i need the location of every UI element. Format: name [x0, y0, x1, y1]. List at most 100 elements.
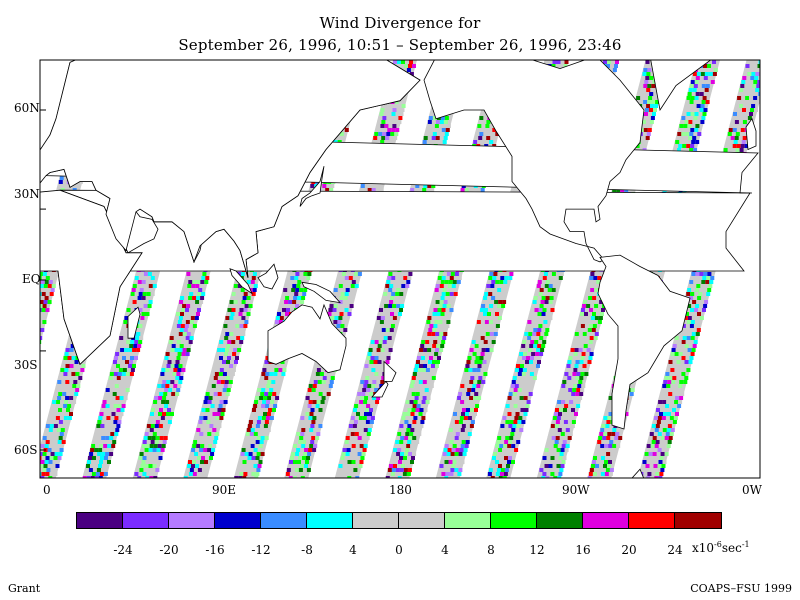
swath-cell	[0, 412, 3, 416]
swath-cell	[243, 472, 248, 476]
swath-cell	[453, 292, 458, 296]
swath-cell	[692, 300, 697, 304]
swath-cell	[465, 424, 470, 428]
swath-cell	[427, 316, 432, 320]
swath-cell	[518, 368, 523, 372]
swath-cell	[357, 272, 362, 276]
swath-cell	[703, 288, 708, 292]
swath-cell	[186, 316, 191, 320]
swath-cell	[430, 352, 435, 356]
swath-cell	[579, 376, 584, 380]
swath-cell	[505, 404, 510, 408]
swath-cell	[764, 68, 768, 72]
swath-cell	[68, 400, 73, 404]
swath-cell	[449, 472, 454, 476]
swath-cell	[244, 320, 249, 324]
swath-cell	[570, 424, 575, 428]
swath-cell	[153, 400, 158, 404]
swath-cell	[436, 360, 440, 364]
colorbar-swatch	[76, 512, 124, 529]
swath-cell	[362, 416, 367, 420]
swath-cell	[140, 316, 145, 320]
swath-cell	[45, 440, 50, 444]
swath-cell	[238, 296, 243, 300]
swath-cell	[148, 448, 153, 452]
swath-cell	[458, 420, 463, 424]
swath-cell	[366, 404, 371, 408]
swath-cell	[697, 132, 702, 136]
swath-cell	[697, 312, 701, 316]
swath-cell	[576, 404, 581, 408]
swath-cell	[741, 80, 746, 84]
swath-cell	[703, 272, 708, 276]
swath-cell	[733, 140, 738, 144]
swath-cell	[423, 348, 428, 352]
swath-cell	[443, 448, 448, 452]
swath-cell	[189, 276, 194, 280]
swath-cell	[593, 456, 597, 460]
swath-cell	[396, 452, 401, 456]
swath-cell	[532, 332, 537, 336]
swath-cell	[178, 364, 183, 368]
swath-cell	[162, 396, 167, 400]
swath-cell	[528, 392, 533, 396]
swath-cell	[293, 296, 298, 300]
swath-cell	[376, 140, 381, 144]
swath-cell	[252, 272, 257, 276]
swath-cell	[392, 304, 397, 308]
swath-cell	[180, 324, 185, 328]
swath-cell	[606, 404, 611, 408]
swath-cell	[487, 472, 492, 476]
swath-cell	[322, 376, 327, 380]
swath-cell	[646, 444, 651, 448]
swath-cell	[131, 304, 136, 308]
swath-cell	[597, 320, 602, 324]
swath-cell	[243, 308, 248, 312]
swath-cell	[88, 456, 92, 460]
swath-cell	[216, 412, 221, 416]
swath-cell	[19, 380, 23, 384]
swath-cell	[364, 364, 369, 368]
swath-cell	[413, 400, 418, 404]
swath-cell	[691, 316, 696, 320]
swath-cell	[374, 388, 379, 392]
swath-cell	[363, 400, 368, 404]
swath-cell	[681, 372, 686, 376]
swath-cell	[699, 108, 704, 112]
swath-cell	[603, 464, 607, 468]
swath-cell	[694, 112, 699, 116]
swath-cell	[302, 292, 307, 296]
swath-cell	[702, 112, 707, 116]
swath-cell	[418, 352, 423, 356]
swath-cell	[40, 444, 45, 448]
swath-cell	[556, 416, 561, 420]
swath-cell	[9, 416, 13, 420]
swath-cell	[688, 120, 693, 124]
swath-cell	[396, 272, 401, 276]
swath-cell	[194, 316, 199, 320]
colorbar-unit: x10-6sec-1	[692, 540, 750, 555]
swath-cell	[520, 348, 525, 352]
swath-cell	[142, 472, 147, 476]
swath-cell	[106, 448, 111, 452]
swath-cell	[201, 408, 206, 412]
swath-cell	[690, 292, 695, 296]
swath-cell	[540, 300, 545, 304]
swath-cell	[491, 280, 496, 284]
swath-cell	[511, 460, 515, 464]
swath-cell	[437, 356, 441, 360]
swath-cell	[148, 432, 153, 436]
swath-cell	[601, 424, 606, 428]
swath-cell	[145, 476, 150, 478]
swath-cell	[315, 436, 320, 440]
swath-cell	[254, 400, 259, 404]
swath-cell	[573, 352, 578, 356]
swath-cell	[210, 436, 215, 440]
swath-cell	[511, 428, 516, 432]
swath-cell	[663, 412, 667, 416]
swath-cell	[138, 340, 143, 344]
swath-cell	[389, 328, 394, 332]
swath-cell	[467, 416, 472, 420]
swath-cell	[739, 148, 744, 152]
swath-cell	[440, 296, 445, 300]
